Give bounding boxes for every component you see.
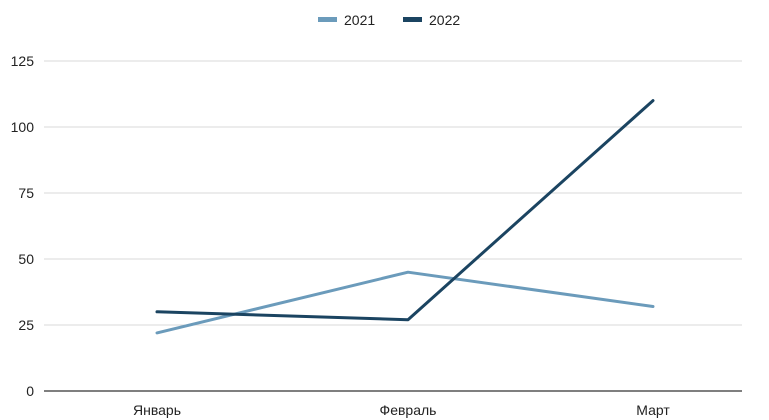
legend-label-2021: 2021 (344, 12, 375, 28)
legend-label-2022: 2022 (429, 12, 460, 28)
y-tick-label: 0 (26, 383, 34, 399)
series-line-2021 (155, 270, 655, 335)
x-axis: Январь Февраль Март (133, 402, 670, 418)
series-line-2022 (155, 99, 655, 322)
legend-swatch-2021 (318, 17, 337, 22)
y-tick-label: 75 (18, 185, 34, 201)
y-tick-label: 25 (18, 317, 34, 333)
y-tick-label: 50 (18, 251, 34, 267)
y-axis: 0 25 50 75 100 125 (11, 53, 35, 399)
legend-swatch-2022 (403, 17, 422, 22)
x-tick-label: Февраль (380, 402, 437, 418)
series-lines (155, 99, 655, 335)
gridlines (44, 60, 742, 392)
y-tick-label: 100 (11, 119, 35, 135)
x-tick-label: Март (636, 402, 670, 418)
legend: 2021 2022 (318, 12, 460, 28)
x-tick-label: Январь (133, 402, 181, 418)
y-tick-label: 125 (11, 53, 35, 69)
